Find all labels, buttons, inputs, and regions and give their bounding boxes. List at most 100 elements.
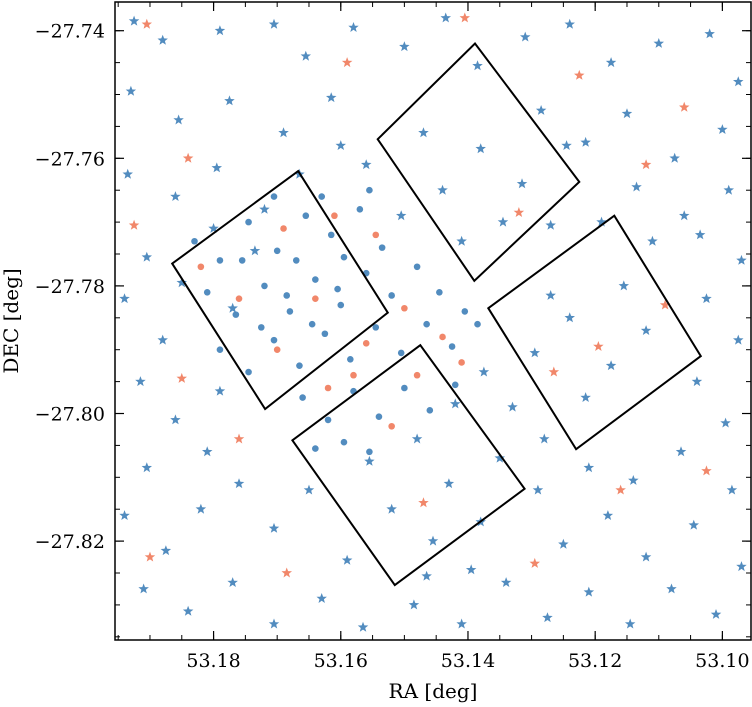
star-point xyxy=(361,159,372,170)
star-point xyxy=(125,85,137,96)
dot-point xyxy=(312,276,319,283)
star-point xyxy=(202,446,213,457)
y-tick-label: −27.82 xyxy=(35,531,105,553)
star-point xyxy=(316,593,327,603)
star-point xyxy=(233,478,245,489)
star-point xyxy=(675,446,687,457)
scatter-points xyxy=(119,12,747,632)
star-point xyxy=(701,293,712,304)
star-point xyxy=(227,302,238,313)
star-point xyxy=(624,618,636,629)
y-tick-label: −27.80 xyxy=(35,404,105,426)
dot-point xyxy=(362,340,370,347)
star-point xyxy=(437,184,448,195)
dot-point xyxy=(378,244,386,251)
dot-point xyxy=(286,308,294,315)
star-point xyxy=(227,577,238,587)
star-point xyxy=(281,567,292,578)
star-point xyxy=(580,392,591,402)
star-point xyxy=(157,34,168,45)
star-point xyxy=(593,341,604,351)
dot-point xyxy=(216,346,224,354)
star-point xyxy=(386,503,397,514)
star-point xyxy=(472,60,483,71)
star-point xyxy=(529,557,540,568)
star-point xyxy=(631,181,642,192)
dot-point xyxy=(372,324,380,331)
star-point xyxy=(583,586,595,597)
star-point xyxy=(300,50,311,61)
star-point xyxy=(335,140,346,150)
star-point xyxy=(341,554,353,565)
dot-point xyxy=(324,384,332,392)
star-point xyxy=(574,69,585,80)
star-point xyxy=(475,143,486,154)
dot-point xyxy=(283,292,291,299)
dot-point xyxy=(375,413,383,421)
star-point xyxy=(195,503,207,514)
dot-point xyxy=(261,282,268,290)
star-point xyxy=(602,510,614,520)
star-point xyxy=(465,564,477,575)
x-axis-label: RA [deg] xyxy=(389,679,478,703)
dot-point xyxy=(324,416,332,424)
star-point xyxy=(421,570,432,581)
dot-point xyxy=(388,292,395,299)
star-point xyxy=(128,219,140,230)
dot-point xyxy=(337,301,345,309)
dot-point xyxy=(350,371,357,379)
star-point xyxy=(618,280,629,291)
star-point xyxy=(529,347,540,358)
dot-point xyxy=(270,336,278,344)
star-point xyxy=(348,22,359,32)
dot-point xyxy=(397,349,405,357)
star-point xyxy=(411,433,423,444)
star-point xyxy=(160,545,172,556)
dot-point xyxy=(458,359,465,366)
star-point xyxy=(303,484,315,495)
dot-point xyxy=(366,186,373,194)
star-point xyxy=(615,484,626,495)
star-point xyxy=(548,366,560,377)
axes: 53.18 53.16 53.14 53.12 53.10 −27.74 −27.76 −27… xyxy=(35,2,751,672)
star-point xyxy=(564,18,575,29)
star-point xyxy=(500,577,512,587)
dot-point xyxy=(280,225,287,232)
star-point xyxy=(364,455,375,466)
star-point xyxy=(691,376,703,387)
star-point xyxy=(545,219,556,230)
star-point xyxy=(357,621,369,632)
star-point xyxy=(144,551,156,562)
dot-point xyxy=(356,206,364,213)
star-point xyxy=(497,216,509,227)
y-tick-label: −27.74 xyxy=(35,21,105,43)
star-point xyxy=(513,207,525,217)
star-point xyxy=(564,312,575,323)
star-point xyxy=(688,519,699,530)
star-point xyxy=(640,551,652,562)
star-point xyxy=(640,159,652,170)
footprint-outlines xyxy=(170,41,703,587)
star-point xyxy=(710,609,722,619)
star-point xyxy=(456,618,467,629)
star-point xyxy=(326,92,337,103)
dot-point xyxy=(366,448,373,456)
dot-point xyxy=(413,263,421,271)
dot-point xyxy=(334,285,341,293)
dot-point xyxy=(401,384,408,392)
dot-point xyxy=(321,330,329,338)
y-tick-label: −27.76 xyxy=(35,148,105,170)
dot-point xyxy=(273,346,281,354)
x-tick-label: 53.18 xyxy=(186,650,240,672)
dot-point xyxy=(245,368,252,376)
dot-point xyxy=(347,355,354,363)
star-point xyxy=(418,497,429,508)
dot-point xyxy=(312,445,319,452)
star-point xyxy=(208,223,219,233)
dot-point xyxy=(426,407,434,414)
star-point xyxy=(224,95,235,106)
dot-point xyxy=(388,422,395,430)
star-point xyxy=(443,478,455,489)
star-point xyxy=(733,334,744,345)
